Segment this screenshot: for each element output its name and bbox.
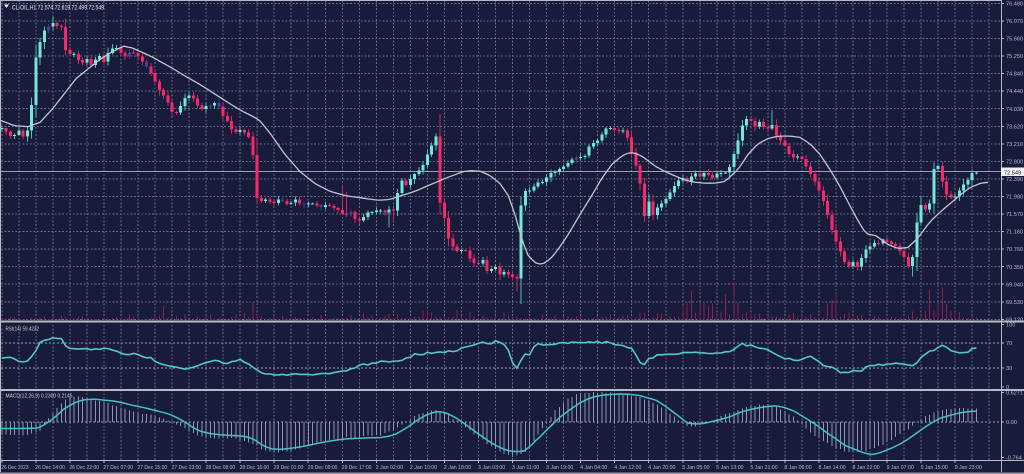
- svg-text:3 Jan 19:00: 3 Jan 19:00: [546, 465, 573, 471]
- svg-text:3 Jan 11:00: 3 Jan 11:00: [512, 465, 539, 471]
- svg-text:76.070: 76.070: [1006, 19, 1023, 25]
- svg-text:69.120: 69.120: [1006, 317, 1023, 323]
- svg-text:27 Dec 15:00: 27 Dec 15:00: [138, 465, 168, 471]
- svg-text:8 Jan 14:00: 8 Jan 14:00: [819, 465, 846, 471]
- svg-text:74.440: 74.440: [1006, 89, 1023, 95]
- svg-text:5 Jan 13:00: 5 Jan 13:00: [716, 465, 743, 471]
- svg-text:-0.764: -0.764: [1006, 456, 1022, 462]
- svg-text:69.940: 69.940: [1006, 282, 1023, 288]
- svg-text:29 Dec 17:00: 29 Dec 17:00: [342, 465, 372, 471]
- svg-text:75.660: 75.660: [1006, 37, 1023, 43]
- svg-text:74.840: 74.840: [1006, 72, 1023, 78]
- svg-text:0: 0: [1006, 385, 1009, 391]
- svg-text:2 Jan 10:00: 2 Jan 10:00: [410, 465, 437, 471]
- svg-text:9 Jan 15:00: 9 Jan 15:00: [921, 465, 948, 471]
- svg-text:71.570: 71.570: [1006, 212, 1023, 218]
- svg-text:74.030: 74.030: [1006, 107, 1023, 113]
- svg-text:3 Jan 03:00: 3 Jan 03:00: [478, 465, 505, 471]
- svg-text:4 Jan 20:00: 4 Jan 20:00: [648, 465, 675, 471]
- svg-text:5 Jan 21:00: 5 Jan 21:00: [750, 465, 777, 471]
- svg-text:71.160: 71.160: [1006, 230, 1023, 236]
- svg-text:72.549: 72.549: [1004, 170, 1021, 176]
- svg-text:9 Jan 23:00: 9 Jan 23:00: [955, 465, 982, 471]
- svg-text:4 Jan 04:00: 4 Jan 04:00: [580, 465, 607, 471]
- svg-text:8 Jan 06:00: 8 Jan 06:00: [784, 465, 811, 471]
- svg-text:0.6271: 0.6271: [1006, 391, 1023, 397]
- svg-text:70.350: 70.350: [1006, 265, 1023, 271]
- svg-text:29 Dec 09:00: 29 Dec 09:00: [308, 465, 338, 471]
- svg-text:28 Dec 16:00: 28 Dec 16:00: [240, 465, 270, 471]
- svg-text:30: 30: [1006, 366, 1012, 372]
- svg-text:0.00: 0.00: [1006, 420, 1017, 426]
- svg-text:71.980: 71.980: [1006, 195, 1023, 201]
- svg-text:MACD(12,26,9) 0.2300 0.2145: MACD(12,26,9) 0.2300 0.2145: [6, 394, 73, 400]
- svg-text:27 Dec 23:00: 27 Dec 23:00: [172, 465, 202, 471]
- svg-text:72.390: 72.390: [1006, 177, 1023, 183]
- svg-text:76.480: 76.480: [1006, 2, 1023, 8]
- svg-text:9 Jan 07:00: 9 Jan 07:00: [887, 465, 914, 471]
- svg-text:29 Dec 01:00: 29 Dec 01:00: [274, 465, 304, 471]
- svg-text:CL-OIL,H1 72.574 72.619 72.49: CL-OIL,H1 72.574 72.619 72.499 72.549: [12, 4, 104, 11]
- svg-text:2 Jan 02:00: 2 Jan 02:00: [376, 465, 403, 471]
- svg-text:2 Jan 18:00: 2 Jan 18:00: [444, 465, 471, 471]
- svg-text:26 Dec 2023: 26 Dec 2023: [1, 465, 28, 471]
- svg-text:27 Dec 07:00: 27 Dec 07:00: [103, 465, 133, 471]
- svg-text:75.250: 75.250: [1006, 54, 1023, 60]
- svg-text:73.620: 73.620: [1006, 124, 1023, 130]
- svg-text:26 Dec 14:00: 26 Dec 14:00: [35, 465, 65, 471]
- svg-text:RSI(14) 59.4232: RSI(14) 59.4232: [6, 327, 40, 333]
- svg-text:72.800: 72.800: [1006, 160, 1023, 166]
- svg-text:69.530: 69.530: [1006, 300, 1023, 306]
- svg-text:8 Jan 22:00: 8 Jan 22:00: [853, 465, 880, 471]
- svg-text:100: 100: [1006, 323, 1015, 329]
- svg-text:70.760: 70.760: [1006, 247, 1023, 253]
- svg-text:70: 70: [1006, 341, 1012, 347]
- svg-text:26 Dec 22:00: 26 Dec 22:00: [69, 465, 99, 471]
- svg-text:5 Jan 05:00: 5 Jan 05:00: [682, 465, 709, 471]
- svg-text:73.210: 73.210: [1006, 142, 1023, 148]
- svg-text:28 Dec 08:00: 28 Dec 08:00: [206, 465, 236, 471]
- svg-text:4 Jan 12:00: 4 Jan 12:00: [614, 465, 641, 471]
